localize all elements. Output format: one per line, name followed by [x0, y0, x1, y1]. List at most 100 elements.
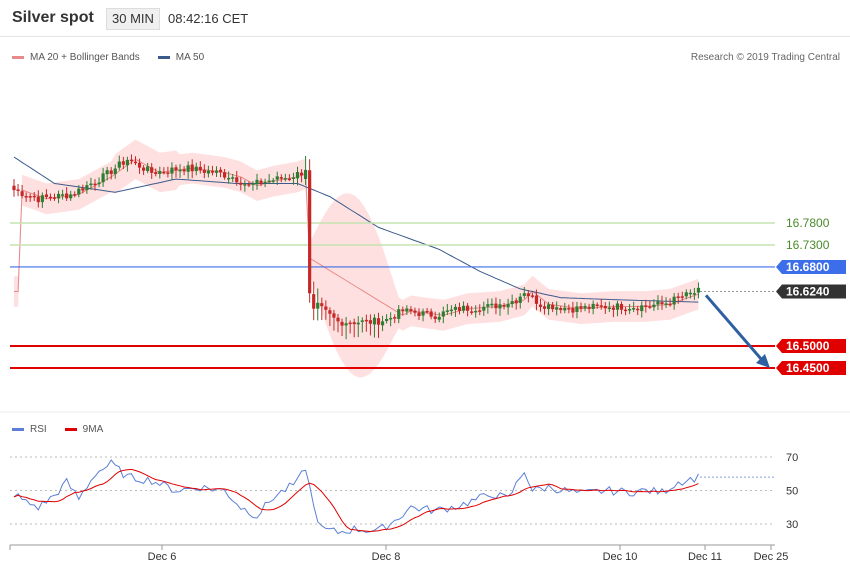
level-label-2: 16.6800: [786, 260, 830, 274]
candle-body: [498, 304, 502, 309]
candle-body: [680, 296, 684, 298]
candle-body: [271, 180, 275, 182]
candle-body: [453, 306, 458, 310]
candle-body: [227, 177, 231, 180]
candle-body: [676, 296, 680, 298]
candle-body: [551, 304, 555, 310]
candle-body: [239, 182, 243, 185]
candle-body: [125, 159, 129, 166]
candle-body: [502, 305, 506, 307]
candle-body: [312, 294, 316, 309]
candle-body: [372, 317, 377, 325]
candle-body: [591, 303, 595, 309]
candle-body: [279, 177, 283, 179]
candle-body: [158, 170, 162, 175]
chart-header: Silver spot 30 MIN 08:42:16 CET: [0, 0, 850, 37]
level-label-5: 16.4500: [786, 361, 830, 375]
candle-body: [538, 304, 543, 307]
candle-body: [328, 310, 332, 314]
candle-body: [461, 305, 466, 311]
candle-body: [105, 170, 109, 175]
candle-body: [101, 173, 105, 183]
candle-body: [478, 310, 482, 312]
candle-body: [559, 308, 563, 311]
candle-body: [368, 320, 372, 324]
x-tick-label: Dec 6: [148, 551, 177, 563]
candle-body: [28, 196, 32, 198]
candle-body: [636, 308, 640, 311]
candle-body: [287, 178, 291, 181]
candle-body: [52, 197, 57, 199]
candle-body: [69, 194, 73, 199]
forecast-arrow-line: [704, 294, 764, 361]
candle-body: [206, 170, 210, 174]
level-label-3: 16.6240: [786, 285, 830, 299]
candle-body: [16, 189, 20, 192]
candle-body: [137, 162, 142, 168]
candle-body: [170, 167, 174, 174]
candle-body: [304, 169, 308, 180]
candle-body: [308, 170, 312, 294]
rsi-tick-70: 70: [786, 452, 798, 464]
candle-body: [652, 304, 656, 308]
candle-body: [615, 303, 620, 310]
candle-body: [579, 306, 583, 309]
candle-body: [534, 295, 539, 304]
candle-body: [583, 305, 587, 309]
candle-body: [332, 313, 336, 318]
candle-body: [77, 188, 81, 195]
candle-body: [109, 170, 113, 175]
candle-body: [146, 166, 150, 172]
candle-body: [275, 176, 279, 180]
bollinger-bands: [14, 139, 699, 378]
rsi-swatch: [12, 428, 24, 431]
legend-ma50: MA 50: [157, 52, 205, 63]
candle-body: [417, 312, 421, 317]
level-tag-5: [776, 361, 846, 375]
candle-body: [628, 308, 632, 311]
candle-body: [522, 293, 526, 296]
candle-body: [291, 177, 296, 179]
candle-body: [567, 308, 571, 310]
candle-body: [530, 295, 534, 297]
candle-body: [470, 311, 474, 313]
candle-body: [514, 300, 518, 304]
rsi-ma-swatch: [64, 428, 77, 431]
candle-body: [218, 169, 223, 173]
candle-body: [672, 296, 676, 305]
candle-body: [457, 307, 462, 311]
candle-body: [510, 301, 514, 305]
candle-body: [336, 317, 340, 322]
candle-body: [474, 310, 478, 313]
candle-body: [166, 172, 170, 174]
candle-body: [178, 169, 182, 172]
candle-body: [85, 185, 89, 191]
candle-body: [611, 307, 615, 310]
candle-body: [376, 318, 381, 325]
candle-body: [668, 303, 672, 306]
candle-body: [656, 301, 660, 305]
legend-ma20: MA 20 + Bollinger Bands: [12, 52, 140, 63]
candle-body: [393, 317, 397, 319]
candle-body: [32, 195, 36, 198]
candle-body: [89, 183, 93, 186]
candle-body: [571, 307, 575, 313]
candle-body: [247, 184, 251, 186]
ma50-label: MA 50: [175, 52, 205, 63]
candle-body: [93, 183, 97, 186]
rsi-ma-line: [13, 468, 699, 533]
candle-body: [316, 302, 320, 309]
candle-body: [684, 292, 688, 297]
candle-body: [575, 306, 579, 313]
x-tick-label: Dec 8: [372, 551, 401, 563]
candle-body: [692, 293, 696, 295]
candle-body: [320, 303, 324, 307]
legend-rsi-ma: 9MA: [64, 424, 103, 435]
candle-body: [231, 177, 235, 179]
ma20-label: MA 20 + Bollinger Bands: [30, 52, 140, 63]
candle-body: [97, 182, 101, 185]
rsi-line: [13, 459, 699, 535]
candle-body: [210, 170, 215, 173]
timeframe-badge[interactable]: 30 MIN: [106, 8, 160, 30]
